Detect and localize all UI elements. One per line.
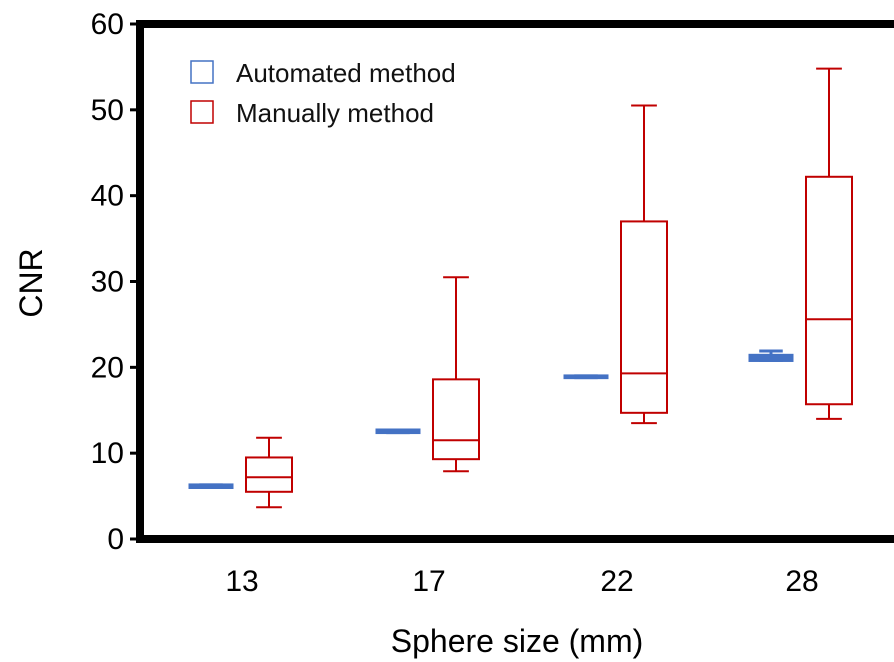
- y-tick-label: 40: [91, 180, 124, 213]
- y-axis-title: CNR: [13, 248, 49, 317]
- box: [375, 428, 421, 435]
- legend-label: Manually method: [236, 98, 434, 128]
- y-tick-label: 60: [91, 8, 124, 41]
- box-iqr: [805, 175, 853, 406]
- box-iqr: [620, 220, 668, 414]
- box: [748, 349, 794, 362]
- box: [432, 276, 480, 473]
- box: [563, 374, 609, 380]
- box-iqr: [432, 378, 480, 461]
- x-tick-label: 22: [600, 565, 633, 598]
- box: [245, 436, 293, 509]
- legend-swatch: [190, 60, 214, 84]
- y-axis-ticks: 0 10 20 30 40 50 60: [91, 8, 140, 556]
- box: [188, 483, 234, 489]
- x-tick-label: 28: [785, 565, 818, 598]
- y-tick-label: 0: [107, 523, 124, 556]
- x-axis-title: Sphere size (mm): [391, 623, 644, 659]
- legend: Automated method Manually method: [190, 58, 456, 128]
- box-series: [188, 67, 853, 509]
- x-axis-ticks: 13 17 22 28: [225, 565, 818, 598]
- y-tick-label: 30: [91, 266, 124, 299]
- legend-label: Automated method: [236, 58, 456, 88]
- box-iqr: [245, 456, 293, 493]
- y-tick-label: 50: [91, 94, 124, 127]
- series-manual: [245, 67, 853, 509]
- series-automated: [188, 349, 794, 489]
- x-tick-label: 17: [412, 565, 445, 598]
- box: [620, 104, 668, 425]
- y-tick-label: 10: [91, 437, 124, 470]
- x-tick-label: 13: [225, 565, 258, 598]
- legend-swatch: [190, 100, 214, 124]
- y-tick-label: 20: [91, 351, 124, 384]
- box: [805, 67, 853, 420]
